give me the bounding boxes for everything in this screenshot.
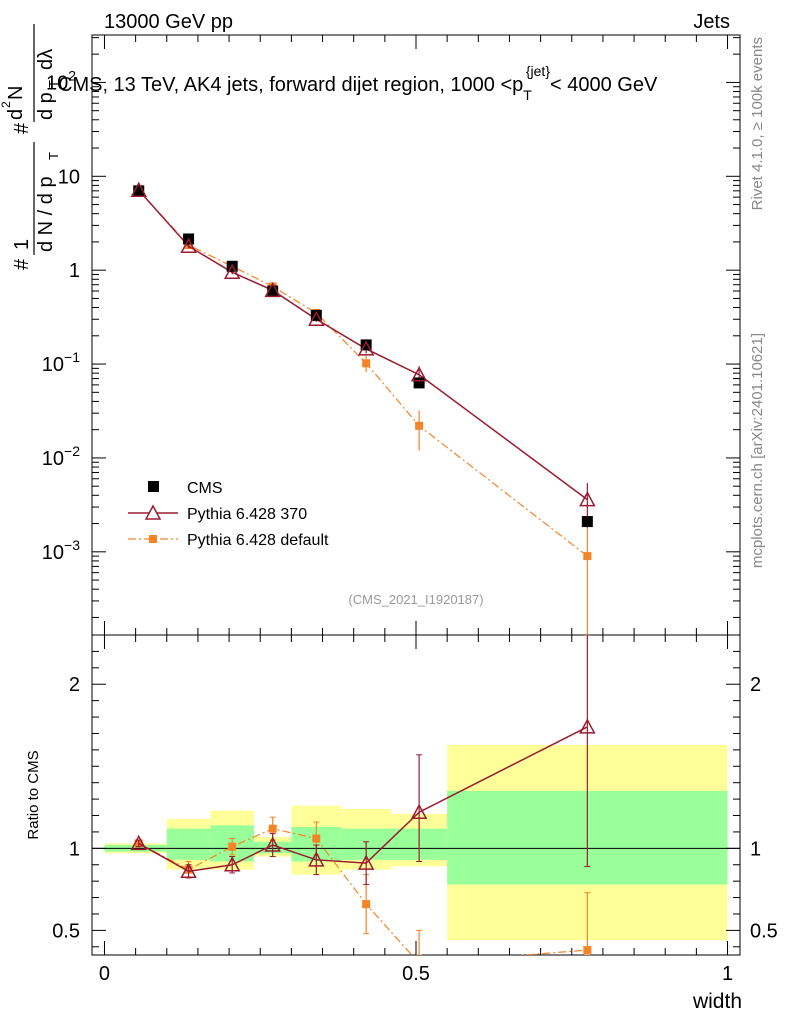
pythia-default-ratio-line [138, 828, 588, 955]
rivet-label: Rivet 4.1.0, ≥ 100k events [749, 37, 766, 210]
ylabel-n: N [5, 86, 27, 100]
header-left: 13000 GeV pp [104, 11, 233, 33]
pythia370-point [223, 263, 241, 280]
ylabel-dlambda: dλ [35, 49, 57, 70]
legend-marker-pythia370 [144, 504, 162, 520]
pythia-default-point [415, 421, 424, 430]
pythia370-point [357, 340, 375, 356]
pythia370-ratio-line [138, 726, 588, 873]
mcplots-label: mcplots.cern.ch [arXiv:2401.10621] [749, 333, 766, 568]
pythia370-ratio-point [579, 718, 596, 734]
axis-ticks: 0 0.5 1 10−3 10−2 10−1 1 10 102 0.5 0.5 1 1 2 2 [42, 35, 778, 985]
cms-point [581, 516, 593, 528]
ratio-tick-label-right: 0.5 [750, 920, 778, 942]
pythia370-ratio-point [180, 862, 197, 879]
legend-label-pythia370: Pythia 6.428 370 [187, 506, 307, 523]
legend-marker-cms [148, 481, 159, 492]
ratio-tick-label-left: 0.5 [52, 920, 80, 942]
cms-point [133, 185, 145, 197]
pythia-default-ratio-point [228, 842, 237, 851]
ratio-tick-label-left: 2 [69, 674, 80, 696]
ratio-series [130, 635, 596, 955]
ylabel-one: 1 [11, 239, 33, 250]
legend: CMS Pythia 6.428 370 Pythia 6.428 defaul… [128, 480, 329, 549]
pythia370-ratio-point [308, 851, 325, 867]
main-series [130, 181, 596, 635]
plot-title: CMS, 13 TeV, AK4 jets, forward dijet reg… [58, 63, 658, 103]
cms-point [310, 309, 322, 321]
ratio-tick-label-left: 1 [69, 838, 80, 860]
legend-marker-pythia-default [149, 535, 157, 543]
pythia-default-ratio-point [268, 824, 277, 833]
pythia370-ratio-point [410, 803, 428, 819]
y-axis-label-main: # 1 d N / d p T # d 2 N d p T dλ [0, 24, 61, 270]
ratio-clipped-group [130, 635, 596, 955]
pythia-default-ratio-point [583, 946, 592, 955]
y-axis-label-ratio: Ratio to CMS [25, 750, 42, 839]
ylabel-hash-1: # [11, 258, 33, 270]
ylabel-dndpt: d N / d p [35, 176, 57, 252]
legend-label-pythia-default: Pythia 6.428 default [187, 532, 329, 549]
ylabel-hash-2: # [11, 122, 33, 134]
x-tick-label: 0.5 [402, 963, 430, 985]
pythia370-point [308, 310, 325, 327]
pythia370-point [264, 281, 281, 298]
ylabel-d2: d [5, 109, 27, 120]
pythia370-point [410, 366, 428, 382]
analysis-id: (CMS_2021_I1920187) [348, 592, 483, 607]
title-suffix: < 4000 GeV [550, 74, 658, 96]
pythia370-line [138, 189, 588, 501]
y-tick-label: 10 [58, 166, 80, 188]
cms-point [267, 285, 279, 297]
header-right: Jets [693, 11, 730, 33]
pythia-default-line [138, 189, 588, 557]
legend-label-cms: CMS [187, 480, 223, 497]
cms-point [360, 339, 372, 351]
ratio-tick-label-right: 1 [750, 838, 761, 860]
pythia370-ratio-point [130, 834, 147, 851]
y-tick-label: 10−3 [42, 537, 80, 564]
pythia-default-ratio-point [362, 900, 371, 909]
x-tick-label: 1 [722, 963, 733, 985]
pythia370-ratio-point [357, 854, 375, 870]
ylabel-t-sub-2: T [46, 80, 61, 88]
title-prefix: CMS, 13 TeV, AK4 jets, forward dijet reg… [58, 74, 523, 96]
y-tick-label: 102 [46, 67, 76, 94]
pythia370-point [579, 491, 596, 507]
pythia370-ratio-point [223, 856, 241, 872]
ratio-tick-label-right: 2 [750, 674, 761, 696]
ylabel-two-sup: 2 [0, 101, 13, 108]
x-axis-label: width [692, 990, 742, 1013]
pythia-default-ratio-point [312, 834, 321, 843]
x-tick-label: 0 [99, 963, 110, 985]
y-tick-label: 10−1 [42, 349, 80, 376]
cms-point [413, 377, 425, 389]
y-tick-label: 10−2 [42, 443, 80, 470]
band-inner-1 [166, 828, 211, 860]
y-tick-label: 1 [69, 260, 80, 282]
ylabel-dpt: d p [35, 92, 57, 120]
title-sup: {jet} [526, 63, 550, 79]
pythia-default-point [362, 359, 371, 368]
pythia370-ratio-point [264, 836, 281, 852]
title-sub: T [523, 87, 532, 103]
pythia-default-point [583, 552, 592, 561]
ylabel-t-sub: T [46, 152, 61, 160]
pythia370-point [130, 181, 147, 198]
pythia370-point [180, 237, 197, 253]
